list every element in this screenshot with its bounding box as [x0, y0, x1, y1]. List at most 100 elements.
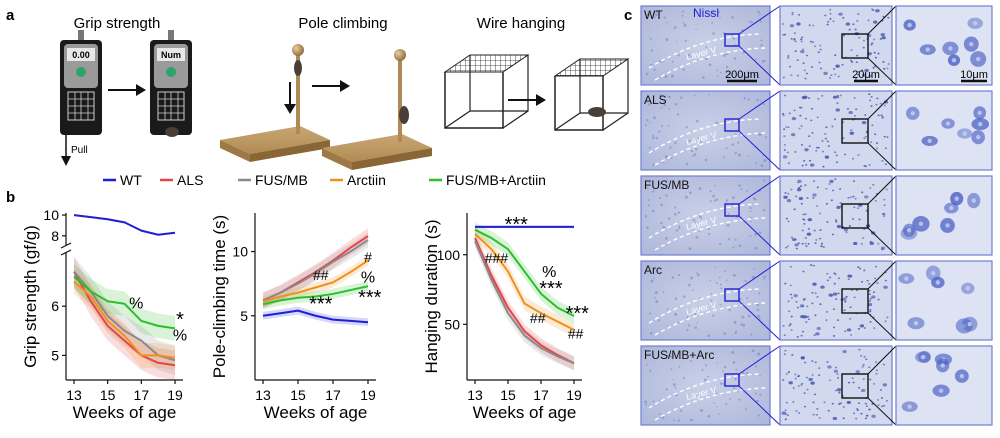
- neuron-dot: [804, 184, 807, 187]
- cell-dot: [694, 312, 697, 315]
- cell-dot: [692, 289, 694, 291]
- neuron-dot: [812, 401, 815, 404]
- neuron-dot: [787, 55, 790, 57]
- cell-dot: [662, 225, 666, 229]
- neuron-dot: [837, 75, 840, 78]
- cell-dot: [707, 334, 711, 338]
- neuron-dot: [801, 242, 804, 245]
- cell-dot: [731, 16, 734, 19]
- cell-dot: [754, 232, 757, 236]
- nucleus: [945, 223, 950, 228]
- cell-dot: [695, 148, 698, 151]
- grip-meter-after: Num: [150, 30, 192, 137]
- neuron-dot: [812, 24, 815, 27]
- neuron-dot: [820, 242, 824, 245]
- neuron-dot: [783, 135, 786, 138]
- cell-dot: [653, 116, 656, 120]
- neuron-dot: [781, 411, 786, 415]
- neuron-dot: [816, 296, 819, 298]
- neuron-dot: [819, 48, 822, 51]
- neuron-dot: [803, 405, 807, 408]
- neuron-dot: [788, 324, 791, 327]
- neuron-dot: [793, 294, 798, 298]
- cell-dot: [693, 153, 697, 157]
- cell-dot: [749, 235, 752, 238]
- grip-strength-title: Grip strength: [74, 15, 161, 32]
- cell-dot: [682, 68, 685, 71]
- neuron-dot: [862, 73, 867, 77]
- neuron-dot: [828, 183, 831, 185]
- neuron-dot: [833, 369, 839, 373]
- cell-dot: [662, 291, 665, 293]
- y-axis-label: Pole-climbing time (s): [210, 215, 229, 378]
- neuron-dot: [826, 279, 829, 282]
- roi-box: [724, 373, 740, 387]
- legend: WT ALS FUS/MB Arctiin FUS/MB+Arctiin: [103, 172, 546, 188]
- neuron-dot: [835, 220, 838, 223]
- cell-dot: [750, 21, 753, 24]
- cell-dot: [672, 378, 675, 381]
- neuron-dot: [870, 141, 873, 144]
- cell-dot: [659, 197, 662, 200]
- nucleus: [925, 47, 930, 52]
- significance-annotation: *: [176, 309, 184, 331]
- neuron-dot: [871, 414, 876, 418]
- neuron-dot: [866, 279, 869, 282]
- cell-dot: [649, 331, 653, 335]
- significance-annotation: ***: [358, 287, 382, 309]
- legend-label: Arctiin: [347, 172, 386, 188]
- neuron-dot: [789, 284, 792, 287]
- zoom-guide-line: [738, 260, 781, 290]
- cell-dot: [663, 103, 666, 107]
- neuron-dot: [834, 389, 838, 392]
- neuron-dot: [831, 189, 835, 192]
- neuron-dot: [810, 381, 815, 385]
- neuron-dot: [807, 135, 811, 138]
- neuron-dot: [843, 309, 846, 312]
- cell-dot: [671, 276, 673, 278]
- neuron-dot: [791, 13, 794, 16]
- neuron-dot: [814, 242, 817, 245]
- neuron-dot: [855, 289, 859, 292]
- neuron-dot: [794, 243, 799, 247]
- neuron-dot: [814, 314, 817, 317]
- cell-dot: [688, 283, 691, 287]
- cell-dot: [755, 162, 758, 165]
- error-band-arctiin: [475, 226, 574, 337]
- neuron-dot: [787, 371, 791, 373]
- neuron-dot: [783, 144, 787, 146]
- neuron-dot: [857, 70, 860, 73]
- neuron-dot: [842, 297, 847, 301]
- cell-dot: [674, 102, 678, 106]
- cell-dot: [738, 184, 741, 187]
- cell-dot: [741, 315, 745, 319]
- cell-dot: [715, 282, 718, 285]
- neuron-dot: [803, 69, 806, 72]
- neuron-dot: [868, 293, 871, 296]
- grip-arrow-head: [136, 84, 146, 96]
- x-axis-label: Weeks of age: [473, 403, 577, 422]
- legend-label: FUS/MB: [255, 172, 308, 188]
- neuron-dot: [872, 9, 875, 12]
- y-tick-label: 6: [51, 298, 59, 314]
- neuron-dot: [795, 195, 798, 198]
- cell-dot: [720, 287, 723, 290]
- nucleus: [948, 46, 953, 51]
- neuron-dot: [846, 107, 849, 110]
- cell-dot: [678, 225, 681, 228]
- significance-annotation: ***: [566, 303, 590, 325]
- neuron-dot: [804, 237, 807, 239]
- cell-dot: [726, 65, 729, 69]
- neuron-dot: [833, 118, 837, 121]
- cell-dot: [696, 58, 700, 61]
- significance-annotation: ***: [505, 214, 529, 236]
- neuron-dot: [852, 412, 856, 415]
- cell-dot: [665, 194, 668, 197]
- neuron-dot: [876, 398, 880, 401]
- zoom-guide-line: [867, 397, 897, 426]
- neuron-dot: [805, 321, 808, 324]
- cell-dot: [646, 119, 649, 122]
- cell-dot: [708, 63, 712, 67]
- cell-dot: [760, 44, 763, 47]
- x-tick-label: 15: [500, 387, 516, 403]
